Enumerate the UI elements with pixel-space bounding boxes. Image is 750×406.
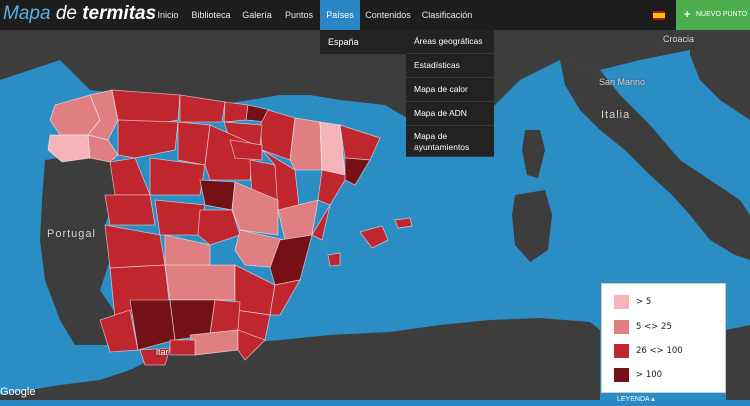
legend-label: > 5 (636, 297, 652, 307)
province-burgos (204, 124, 256, 181)
province-avila (154, 199, 206, 236)
new-point-button[interactable]: + NUEVO PUNTO (676, 0, 750, 30)
nav-inicio[interactable]: Inicio (157, 10, 179, 20)
bottom-strip (0, 400, 750, 406)
province-la-rioja (229, 139, 263, 161)
africa-east-landmass (726, 325, 750, 406)
legend-label: > 100 (636, 370, 663, 380)
province-salamanca (104, 194, 156, 226)
province-almeria (237, 329, 266, 361)
nav-clasificacion[interactable]: Clasificación (421, 10, 473, 20)
new-point-label: NUEVO PUNTO (696, 11, 748, 18)
brand-logo[interactable]: Mapa de termitas (3, 3, 156, 25)
submenu-espana[interactable]: España (320, 30, 406, 54)
province-malaga (169, 339, 196, 356)
label-italia: Italia (601, 109, 631, 121)
province-baleares-ibiza (327, 252, 341, 267)
portugal-landmass (40, 150, 120, 345)
nav-biblioteca[interactable]: Biblioteca (191, 10, 231, 20)
balkans-landmass (690, 30, 750, 120)
legend-label: 5 <> 25 (636, 322, 672, 332)
province-ciudad-real (164, 264, 236, 301)
province-baleares-menorca (394, 217, 413, 229)
province-ourense (87, 134, 119, 163)
corsica-landmass (522, 130, 545, 178)
legend-swatch (614, 295, 629, 309)
province-huesca (289, 117, 323, 171)
brand-part2: de (55, 3, 77, 24)
sardinia-landmass (512, 190, 552, 262)
legend-swatch (614, 320, 629, 334)
province-cantabria (179, 94, 226, 123)
province-tarragona (317, 169, 346, 206)
province-cuenca (234, 229, 286, 269)
legend-swatch (614, 368, 629, 382)
nav-puntos[interactable]: Puntos (284, 10, 314, 20)
brand-part1: Mapa (3, 3, 51, 24)
province-palencia (177, 121, 211, 166)
nav-paises[interactable]: Países (320, 0, 360, 30)
province-navarra (259, 109, 296, 161)
label-san-marino: San Marino (599, 77, 646, 87)
dropdown-item-estadisticas[interactable]: Estadísticas (406, 54, 494, 78)
dropdown-menu: Áreas geográficas Estadísticas Mapa de c… (406, 30, 494, 157)
province-pontevedra (47, 134, 91, 163)
dropdown-item-areas[interactable]: Áreas geográficas (406, 30, 494, 54)
plus-icon: + (684, 9, 691, 21)
label-gibraltar: ltar (156, 347, 169, 357)
spain-provinces[interactable] (47, 89, 413, 366)
province-cadiz (139, 347, 171, 366)
africa-landmass (0, 318, 600, 406)
province-barcelona (344, 157, 371, 186)
province-alicante (269, 279, 301, 316)
dropdown-item-mapa-ayuntamientos[interactable]: Mapa de ayuntamientos (406, 126, 494, 157)
province-baleares-mallorca (359, 225, 389, 249)
province-jaen (209, 299, 241, 336)
google-attribution[interactable]: Google (0, 386, 36, 398)
province-leon (117, 119, 179, 159)
spain-flag-icon[interactable] (653, 11, 665, 20)
province-vizcaya (223, 101, 249, 123)
nav-galeria[interactable]: Galería (242, 10, 272, 20)
province-castellon (311, 204, 331, 241)
brand-part3: termitas (82, 3, 157, 24)
legend: > 5 5 <> 25 26 <> 100 > 100 (601, 283, 726, 393)
legend-swatch (614, 344, 629, 358)
province-valladolid (149, 157, 206, 196)
province-madrid (197, 209, 241, 246)
label-portugal: Portugal (47, 228, 96, 240)
legend-toggle[interactable]: LEYENDA ▴ (617, 396, 655, 403)
dropdown-item-mapa-calor[interactable]: Mapa de calor (406, 78, 494, 102)
nav-contenidos[interactable]: Contenidos (365, 10, 411, 20)
dropdown-item-mapa-adn[interactable]: Mapa de ADN (406, 102, 494, 126)
province-guadalajara (231, 181, 279, 236)
label-croacia: Croacia (663, 34, 695, 44)
legend-label: 26 <> 100 (636, 346, 683, 356)
navbar: Mapa de termitas Inicio Biblioteca Galer… (0, 0, 750, 30)
italy-landmass (560, 60, 750, 260)
